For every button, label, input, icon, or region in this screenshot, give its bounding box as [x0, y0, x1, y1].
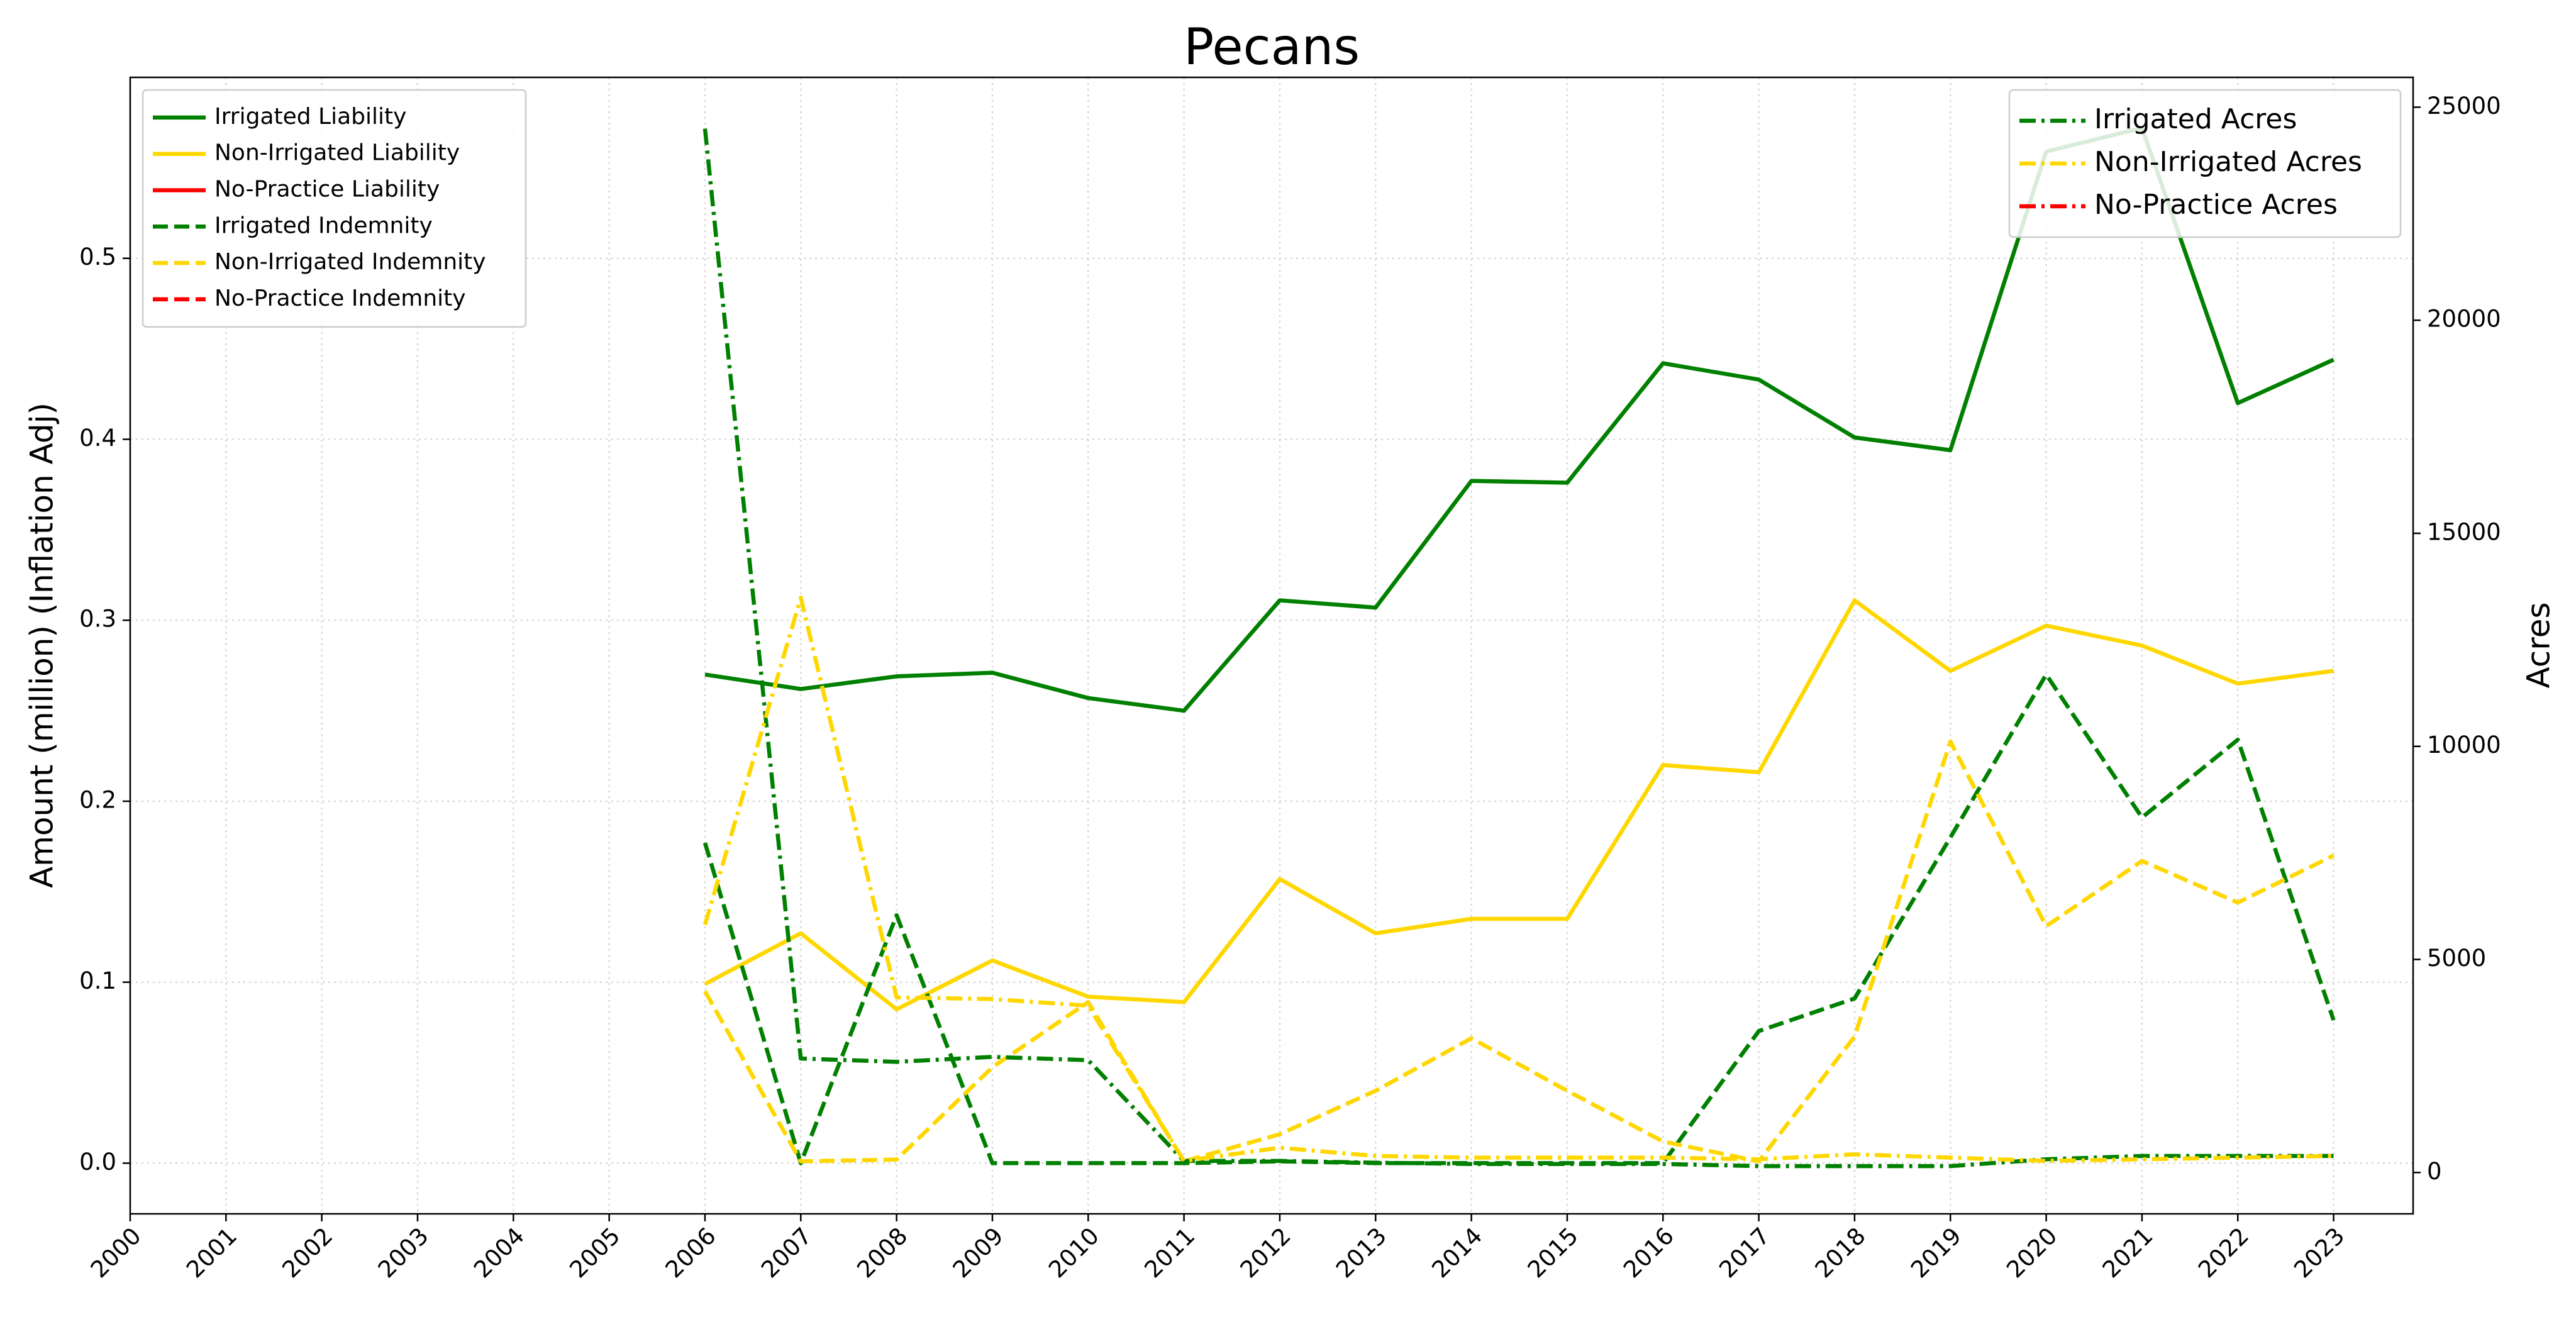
legend-label: No-Practice Liability	[214, 177, 440, 203]
y2-tick-label: 25000	[2427, 92, 2501, 119]
y2-tick-label: 20000	[2427, 306, 2501, 333]
legend-label: No-Practice Indemnity	[214, 286, 466, 311]
y-tick-label: 0.1	[79, 967, 116, 994]
series-line	[702, 128, 2334, 1169]
legend-label: Non-Irrigated Indemnity	[214, 249, 486, 275]
legend-label: No-Practice Acres	[2094, 189, 2338, 221]
y2-tick-label: 0	[2427, 1158, 2442, 1185]
series-line	[703, 739, 2335, 1164]
y2-tick-label: 10000	[2427, 731, 2501, 758]
plot-frame	[129, 76, 2414, 1215]
chart-title: Pecans	[1184, 18, 1360, 76]
legend-box	[2008, 89, 2402, 238]
y-tick-label: 0.4	[79, 425, 116, 452]
legend-label: Irrigated Acres	[2094, 103, 2297, 135]
y-tick-label: 0.2	[79, 786, 116, 813]
legend-label: Irrigated Indemnity	[214, 213, 433, 238]
y-tick-label: 0.5	[79, 243, 116, 270]
legend-label: Non-Irrigated Acres	[2094, 146, 2362, 178]
legend-box	[142, 89, 527, 328]
series-line	[704, 598, 2334, 1012]
y2-axis-label: Acres	[2521, 602, 2557, 688]
y-tick-label: 0.3	[79, 606, 116, 633]
y2-tick-label: 15000	[2427, 518, 2501, 545]
series-line	[702, 596, 2334, 1164]
legend-label: Non-Irrigated Liability	[214, 140, 460, 166]
y-tick-label: 0.0	[79, 1148, 116, 1175]
legend-label: Irrigated Liability	[214, 104, 406, 130]
y2-tick-label: 5000	[2427, 945, 2486, 972]
y-axis-label: Amount (million) (Inflation Adj)	[24, 403, 60, 888]
